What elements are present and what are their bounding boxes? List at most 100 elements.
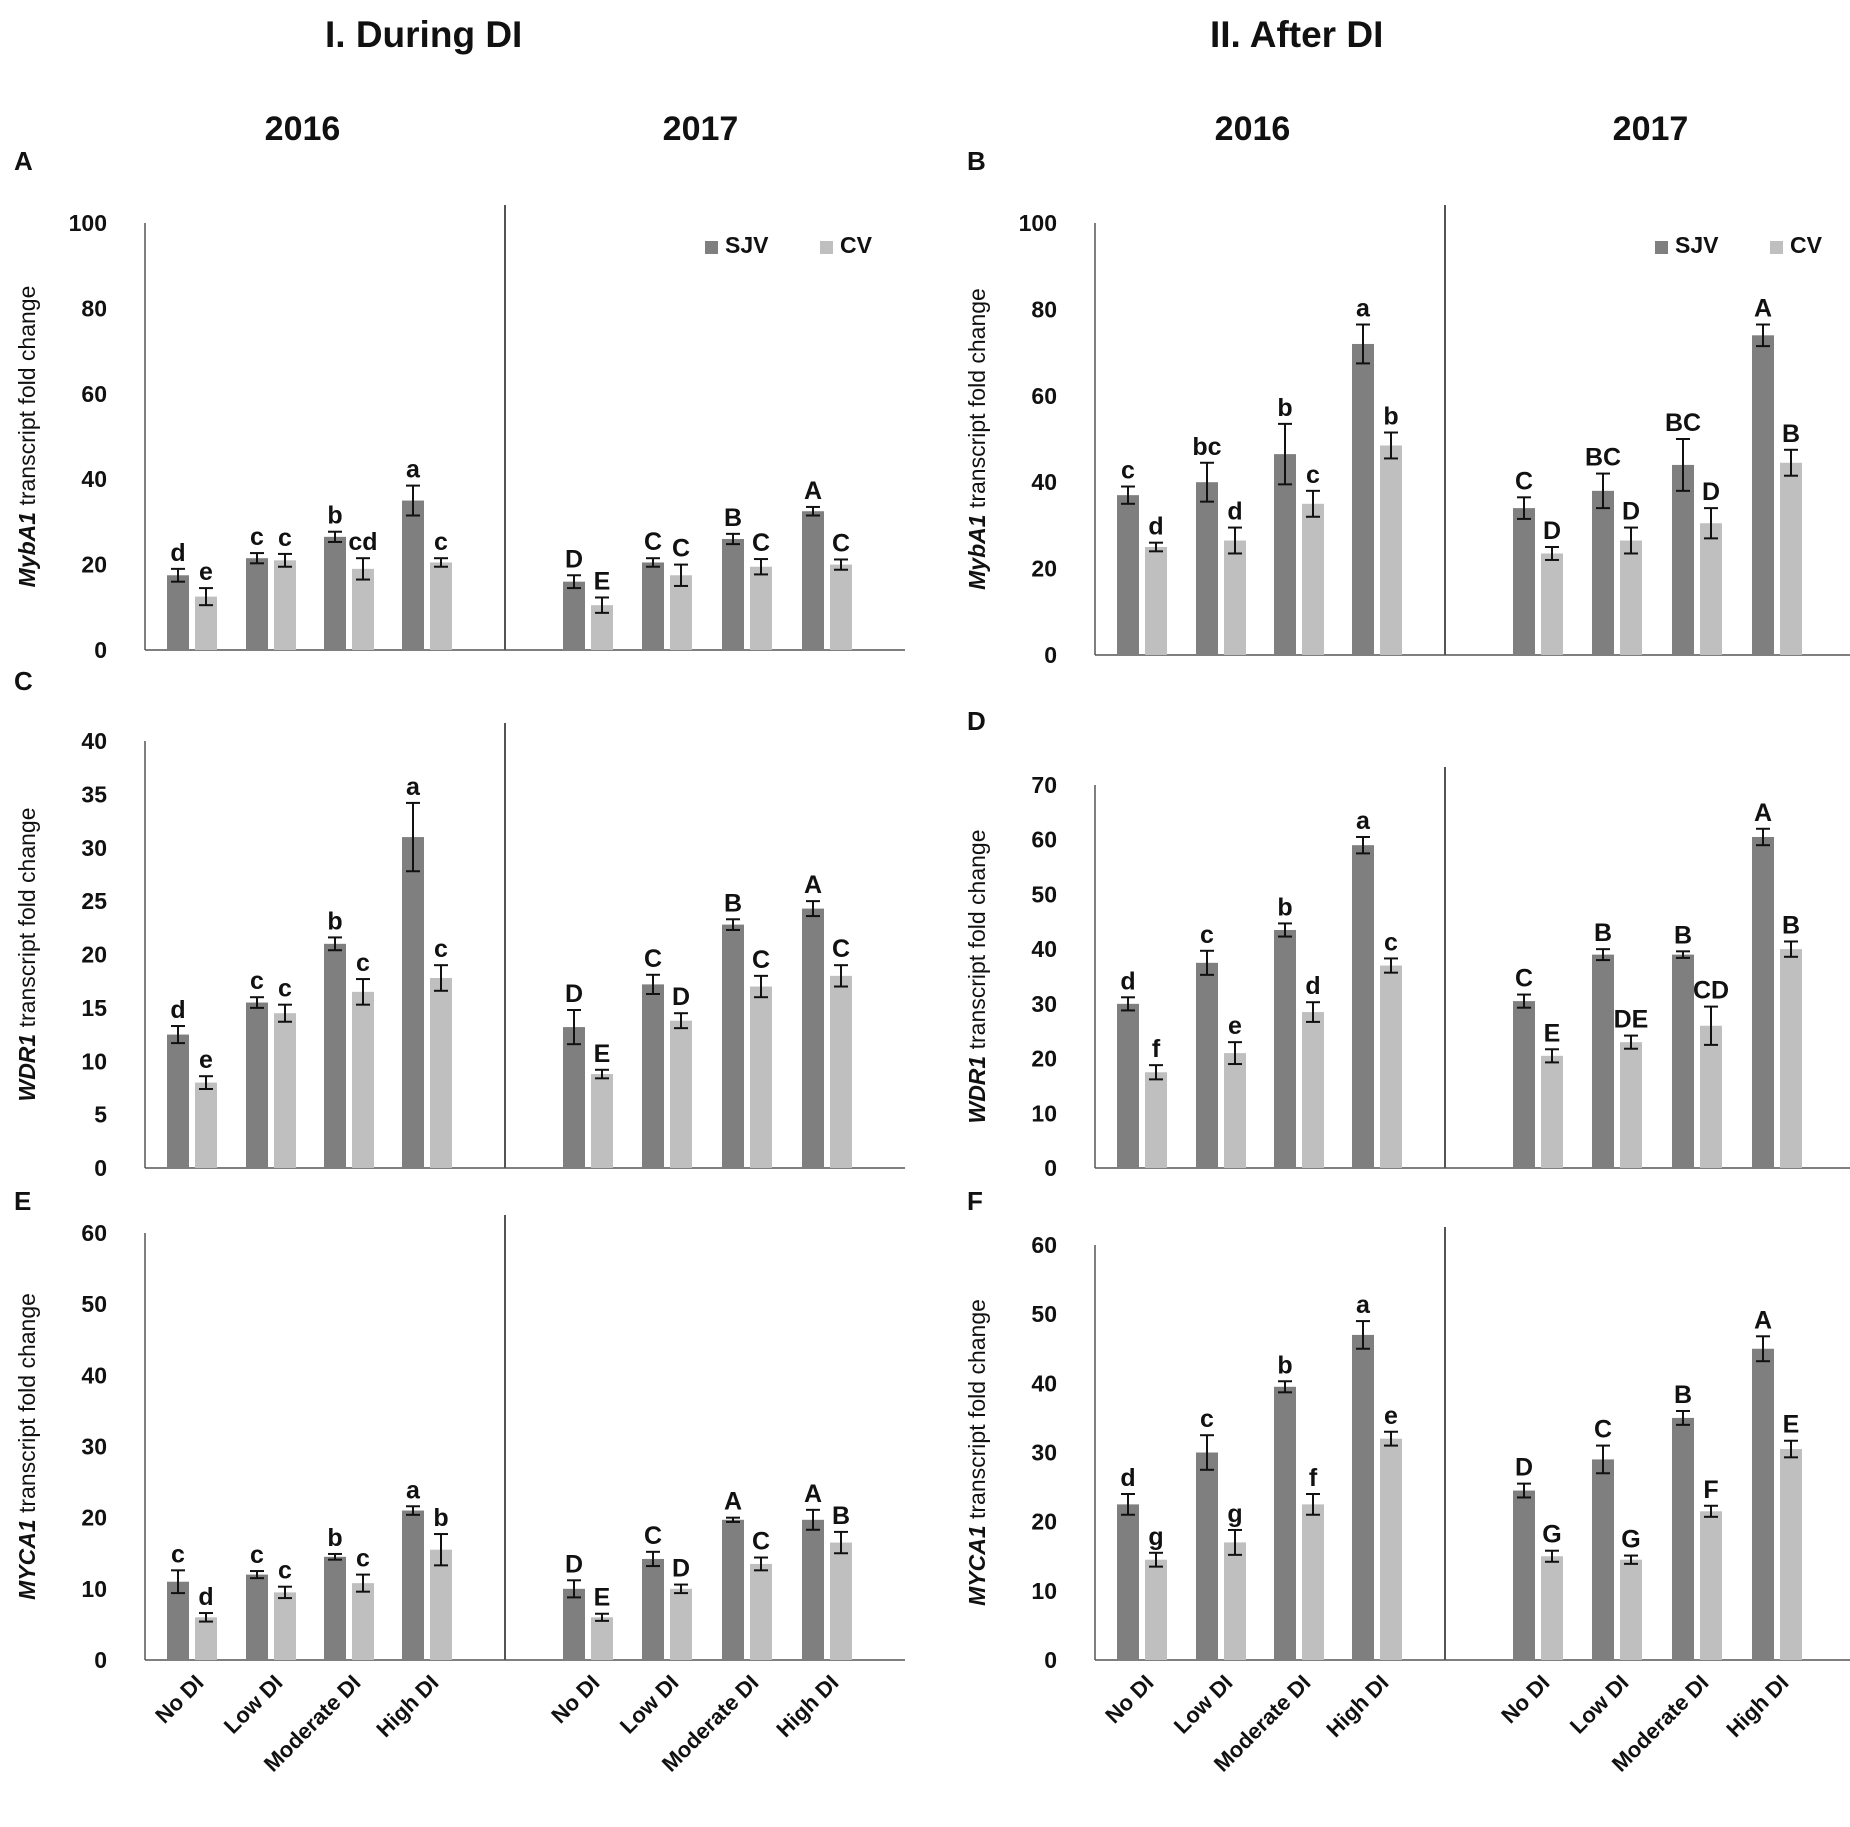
legend-label: CV — [1790, 232, 1823, 258]
bar-sjv — [1513, 508, 1535, 655]
bar-sjv — [642, 1558, 664, 1660]
bar-cv — [1620, 540, 1642, 655]
bar-sjv — [1196, 1452, 1218, 1660]
bar-cv — [430, 562, 452, 650]
significance-letter: c — [1200, 1405, 1214, 1433]
significance-letter: c — [171, 1540, 185, 1568]
y-tick-label: 60 — [1031, 383, 1057, 409]
y-tick-label: 10 — [1031, 1100, 1057, 1126]
significance-letter: D — [1702, 478, 1720, 506]
significance-letter: d — [1120, 967, 1135, 995]
y-tick-label: 40 — [81, 466, 107, 492]
y-tick-label: 100 — [69, 210, 107, 236]
y-axis-label-gene: MybA1 — [964, 514, 990, 589]
bar-sjv — [1352, 1334, 1374, 1660]
y-tick-label: 80 — [1031, 296, 1057, 322]
bar-cv — [750, 566, 772, 650]
significance-letter: B — [1594, 919, 1612, 947]
legend-label: SJV — [725, 232, 769, 258]
bar-cv — [1700, 1511, 1722, 1660]
bar-sjv — [1352, 343, 1374, 655]
bar-cv — [430, 1549, 452, 1660]
y-tick-label: 40 — [81, 728, 107, 754]
bar-sjv — [802, 1519, 824, 1660]
y-axis-label-gene: WDR1 — [964, 1056, 990, 1124]
significance-letter: b — [327, 502, 342, 530]
year-title: 2017 — [1613, 110, 1689, 148]
y-tick-label: 20 — [1031, 556, 1057, 582]
bar-cv — [750, 1563, 772, 1660]
bar-cv — [830, 1542, 852, 1660]
bar-cv — [195, 1617, 217, 1660]
bar-sjv — [167, 575, 189, 650]
y-tick-label: 10 — [1031, 1578, 1057, 1604]
significance-letter: A — [1754, 295, 1772, 323]
y-tick-label: 25 — [81, 888, 107, 914]
significance-letter: e — [1228, 1012, 1242, 1040]
x-tick-label: High DI — [1721, 1670, 1793, 1742]
bar-sjv — [1274, 929, 1296, 1168]
x-tick-label: No DI — [150, 1670, 208, 1728]
significance-letter: E — [1783, 1411, 1800, 1439]
bar-cv — [1302, 1012, 1324, 1168]
significance-letter: B — [832, 1502, 850, 1530]
y-tick-label: 20 — [81, 552, 107, 578]
bar-cv — [352, 991, 374, 1168]
bar-cv — [670, 1588, 692, 1660]
significance-letter: B — [1674, 1381, 1692, 1409]
significance-letter: c — [1306, 461, 1320, 489]
bar-sjv — [722, 1519, 744, 1660]
bar-cv — [1302, 503, 1324, 655]
significance-letter: c — [250, 1541, 264, 1569]
y-tick-label: 60 — [81, 1220, 107, 1246]
significance-letter: F — [1703, 1476, 1718, 1504]
significance-letter: B — [1782, 911, 1800, 939]
significance-letter: CD — [1693, 977, 1729, 1005]
bar-sjv — [324, 1556, 346, 1660]
y-tick-label: 30 — [81, 1434, 107, 1460]
significance-letter: g — [1148, 1523, 1163, 1551]
significance-letter: b — [1277, 394, 1292, 422]
bar-cv — [1620, 1042, 1642, 1168]
significance-letter: a — [406, 1476, 421, 1504]
significance-letter: D — [672, 983, 690, 1011]
y-axis-label: MYCA1 transcript fold change — [964, 1299, 990, 1606]
section-title-after: II. After DI — [1210, 14, 1384, 55]
bar-cv — [274, 1592, 296, 1660]
y-axis-label-gene: MYCA1 — [14, 1519, 40, 1600]
significance-letter: c — [434, 528, 448, 556]
significance-letter: b — [1277, 1351, 1292, 1379]
significance-letter: C — [752, 1528, 770, 1556]
panel-label: E — [14, 1186, 31, 1216]
bar-cv — [1700, 1025, 1722, 1168]
y-axis-label-gene: WDR1 — [14, 1034, 40, 1102]
significance-letter: A — [804, 1480, 822, 1508]
y-tick-label: 35 — [81, 781, 107, 807]
y-tick-label: 10 — [81, 1048, 107, 1074]
significance-letter: d — [170, 539, 185, 567]
y-tick-label: 0 — [94, 1647, 107, 1673]
significance-letter: bc — [1192, 433, 1221, 461]
bar-sjv — [802, 511, 824, 650]
significance-letter: c — [434, 935, 448, 963]
y-tick-label: 80 — [81, 295, 107, 321]
y-tick-label: 0 — [94, 637, 107, 663]
y-axis-label-rest: transcript fold change — [14, 1293, 40, 1519]
significance-letter: E — [594, 567, 611, 595]
panel-label: C — [14, 666, 33, 696]
significance-letter: b — [1383, 403, 1398, 431]
bar-cv — [352, 1583, 374, 1660]
bar-cv — [750, 986, 772, 1168]
x-tick-label: Low DI — [219, 1670, 288, 1739]
panel-label: A — [14, 146, 33, 176]
significance-letter: D — [1515, 1454, 1533, 1482]
bar-sjv — [802, 908, 824, 1168]
significance-letter: c — [1384, 928, 1398, 956]
bar-cv — [1620, 1559, 1642, 1660]
y-tick-label: 50 — [1031, 1301, 1057, 1327]
bar-sjv — [1752, 335, 1774, 655]
bar-sjv — [324, 536, 346, 650]
significance-letter: E — [594, 1584, 611, 1612]
bar-cv — [274, 1013, 296, 1168]
y-axis-label-rest: transcript fold change — [964, 288, 990, 514]
